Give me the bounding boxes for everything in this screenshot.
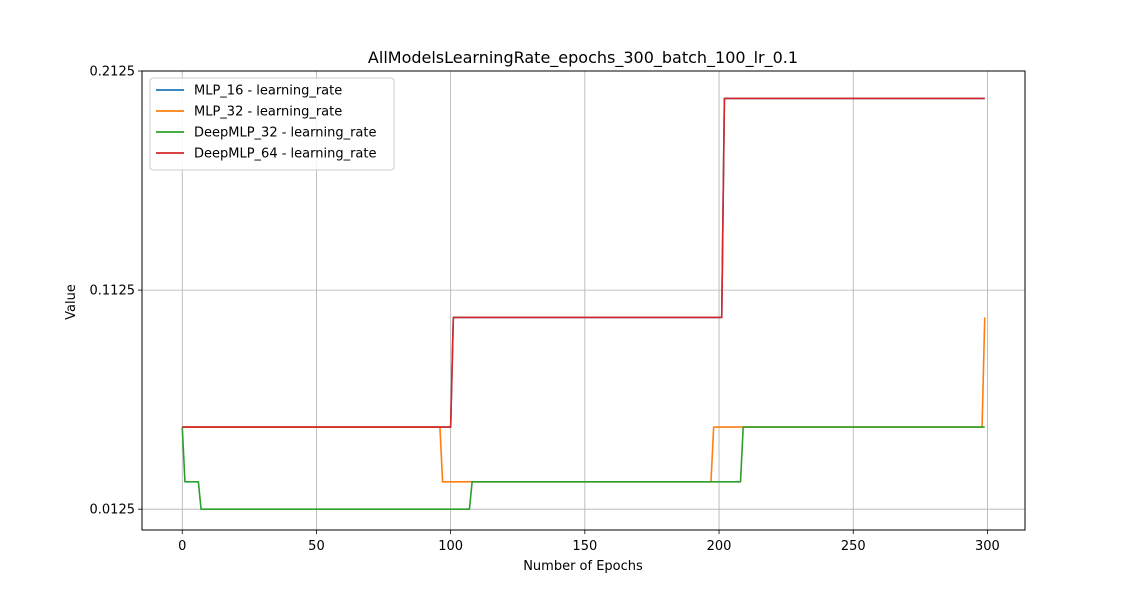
x-tick-label: 300: [975, 539, 1000, 554]
legend-label-1: MLP_16 - learning_rate: [194, 84, 342, 99]
x-tick-label: 0: [178, 539, 186, 554]
x-tick-label: 200: [707, 539, 732, 554]
chart-title: AllModelsLearningRate_epochs_300_batch_1…: [368, 48, 798, 68]
x-tick-label: 150: [572, 539, 597, 554]
legend-label-3: DeepMLP_32 - learning_rate: [194, 126, 377, 141]
x-tick-label: 50: [308, 539, 325, 554]
y-tick-label: 0.1125: [90, 284, 136, 299]
legend-label-2: MLP_32 - learning_rate: [194, 105, 342, 120]
x-tick-label: 250: [841, 539, 866, 554]
series-line-4: [182, 97, 985, 428]
x-tick-label: 100: [438, 539, 463, 554]
legend: MLP_16 - learning_rate MLP_32 - learning_…: [149, 77, 395, 171]
series-layer: [181, 97, 986, 510]
y-tick-label: 0.2125: [90, 65, 136, 80]
legend-box: [149, 77, 395, 171]
y-axis-ticks: 0.0125 0.1125 0.2125: [90, 65, 142, 518]
plot-frame: [141, 70, 1026, 531]
x-axis-label: Number of Epochs: [523, 559, 643, 574]
x-axis-ticks: 0 50 100 150 200 250 300: [178, 530, 1000, 554]
y-tick-label: 0.0125: [90, 503, 136, 518]
legend-label-4: DeepMLP_64 - learning_rate: [194, 147, 377, 162]
series-line-3: [181, 426, 985, 510]
y-axis-label: Value: [64, 284, 79, 320]
